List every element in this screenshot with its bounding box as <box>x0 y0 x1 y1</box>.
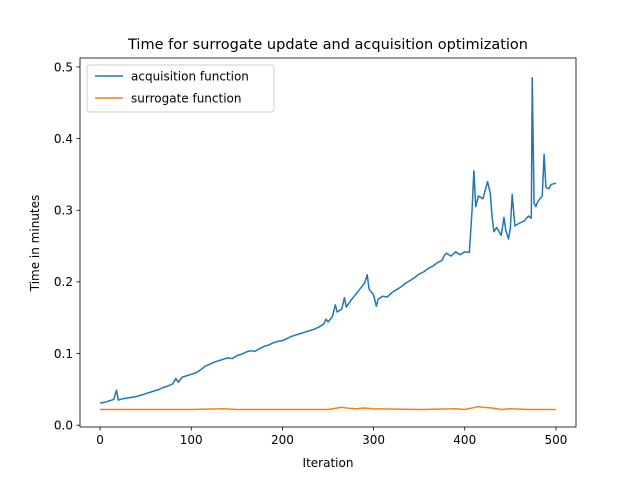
x-tick-label: 400 <box>453 433 476 447</box>
series-line-1 <box>99 76 557 404</box>
legend-label-1: acquisition function <box>131 69 249 83</box>
x-tick-label: 0 <box>96 433 104 447</box>
series-line-2 <box>100 405 556 411</box>
x-tick-label: 300 <box>362 433 385 447</box>
axes-frame <box>79 57 577 428</box>
y-tick-label: 0.2 <box>54 275 73 289</box>
y-axis-label: Time in minutes <box>28 195 42 293</box>
x-tick-label: 500 <box>544 433 567 447</box>
y-tick-label: 0.1 <box>54 347 73 361</box>
y-tick-label: 0.4 <box>54 132 73 146</box>
x-axis-label: Iteration <box>303 456 354 470</box>
x-tick-label: 100 <box>180 433 203 447</box>
y-tick-label: 0.3 <box>54 204 73 218</box>
legend-box <box>86 64 275 113</box>
plot-area: 0 100 200 300 400 500 0.0 0.1 0.2 0.3 0.4 0.5 acquis… <box>54 57 577 447</box>
legend-label-2: surrogate function <box>131 91 241 105</box>
y-tick-label: 0.5 <box>54 60 73 74</box>
chart-title: Time for surrogate update and acquisitio… <box>127 37 528 53</box>
x-tick-label: 200 <box>271 433 294 447</box>
y-tick-label: 0.0 <box>54 419 73 433</box>
